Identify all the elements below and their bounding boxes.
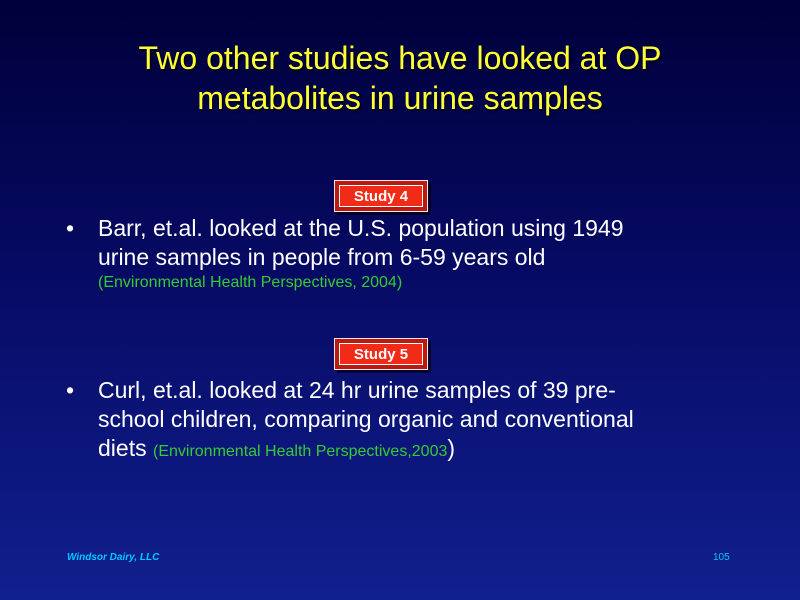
study-4-label: Study 4 xyxy=(339,185,423,207)
bullet-text-barr: Barr, et.al. looked at the U.S. populati… xyxy=(98,214,746,294)
bullet-symbol: • xyxy=(66,377,75,403)
slide-title-line-2: metabolites in urine samples xyxy=(197,80,603,116)
slide-title-line-1: Two other studies have looked at OP xyxy=(138,40,662,76)
bullet-symbol: • xyxy=(66,215,75,241)
bullet-line: Curl, et.al. looked at 24 hr urine sampl… xyxy=(98,377,616,403)
study-4-badge: Study 4 xyxy=(334,180,428,212)
bullet-line: Barr, et.al. looked at the U.S. populati… xyxy=(98,215,624,241)
bullet-text-curl: Curl, et.al. looked at 24 hr urine sampl… xyxy=(98,376,746,463)
bullet-line-with-citation: diets (Environmental Health Perspectives… xyxy=(98,434,746,463)
bullet-text-fragment: diets xyxy=(98,435,153,461)
citation: (Environmental Health Perspectives,2003 xyxy=(152,443,448,460)
bullet-line: urine samples in people from 6-59 years … xyxy=(98,244,546,270)
slide-number: 105 xyxy=(713,552,730,563)
study-5-label: Study 5 xyxy=(339,343,423,365)
bullet-item-curl: • Curl, et.al. looked at 24 hr urine sam… xyxy=(66,376,746,463)
closing-parenthesis: ) xyxy=(447,435,456,461)
slide-title: Two other studies have looked at OP meta… xyxy=(50,38,750,118)
footer-company: Windsor Dairy, LLC xyxy=(67,552,160,563)
bullet-item-barr: • Barr, et.al. looked at the U.S. popula… xyxy=(66,214,746,294)
citation: (Environmental Health Perspectives, 2004… xyxy=(98,274,403,291)
study-5-badge: Study 5 xyxy=(334,338,428,370)
bullet-line: school children, comparing organic and c… xyxy=(98,406,634,432)
